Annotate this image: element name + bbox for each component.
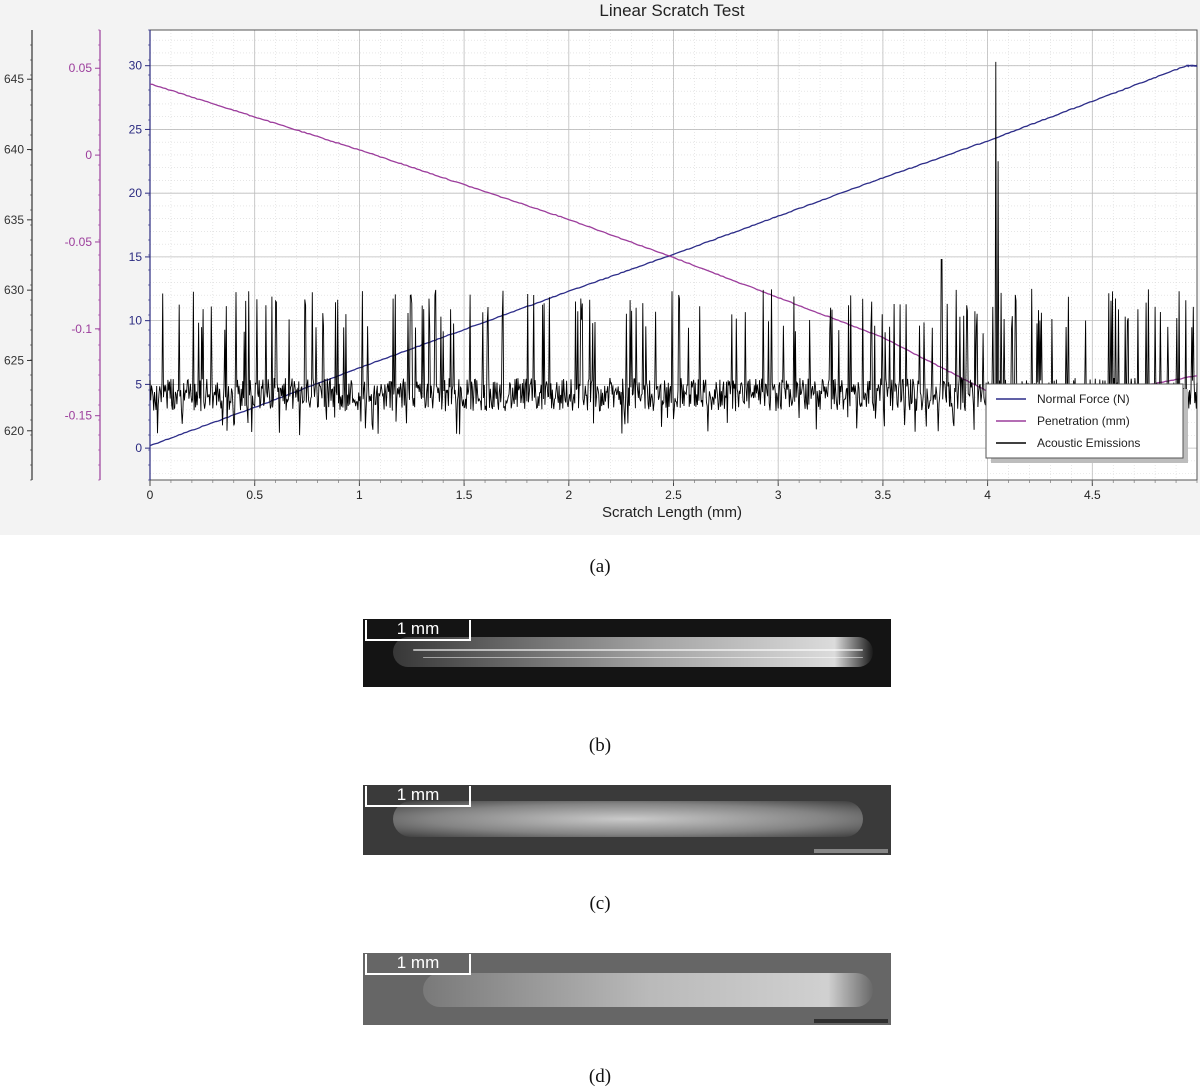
x-tick-label: 1 <box>356 488 363 502</box>
penetration-tick-label: 0 <box>85 148 92 162</box>
scratch-test-chart: 0 0.5 1 1.5 2 2.5 3 3.5 4 4.5 620 625 630 635 640 645 -0… <box>0 0 1200 535</box>
x-tick-label: 2 <box>565 488 572 502</box>
legend: Normal Force (N) Penetration (mm) Acoustic… <box>985 383 1188 463</box>
micrograph-d: 1 mm <box>363 953 891 1025</box>
acoustic-tick-label: 635 <box>4 213 24 227</box>
force-tick-label: 0 <box>135 441 142 455</box>
series-normal-force-line <box>149 64 1198 447</box>
acoustic-tick-label: 625 <box>4 353 24 367</box>
scale-bar-b: 1 mm <box>365 620 471 641</box>
force-tick-label: 5 <box>135 377 142 391</box>
acoustic-tick-label: 640 <box>4 143 24 157</box>
legend-label: Penetration (mm) <box>1037 414 1130 428</box>
force-tick-label: 20 <box>129 186 143 200</box>
chart-svg: 0 0.5 1 1.5 2 2.5 3 3.5 4 4.5 620 625 630 635 640 645 -0… <box>4 1 1198 521</box>
penetration-tick-label: -0.1 <box>71 322 92 336</box>
acoustic-tick-label: 645 <box>4 72 24 86</box>
x-tick-label: 3.5 <box>875 488 892 502</box>
caption-a: (a) <box>589 556 611 577</box>
scale-bar-d: 1 mm <box>365 954 471 975</box>
force-tick-label: 15 <box>129 250 143 264</box>
micrograph-c: 1 mm <box>363 785 891 855</box>
acoustic-tick-label: 630 <box>4 283 24 297</box>
legend-label: Acoustic Emissions <box>1037 436 1140 450</box>
caption-b: (b) <box>588 735 612 756</box>
penetration-tick-label: -0.15 <box>65 409 93 423</box>
penetration-tick-label: -0.05 <box>65 235 93 249</box>
acoustic-tick-label: 620 <box>4 424 24 438</box>
caption-c: (c) <box>589 893 611 914</box>
x-tick-label: 1.5 <box>456 488 473 502</box>
caption-d: (d) <box>588 1066 612 1087</box>
chart-title: Linear Scratch Test <box>599 1 744 20</box>
x-tick-label: 3 <box>775 488 782 502</box>
force-tick-label: 25 <box>129 122 143 136</box>
penetration-tick-label: 0.05 <box>69 61 93 75</box>
x-tick-label: 0.5 <box>246 488 263 502</box>
axes: 0 0.5 1 1.5 2 2.5 3 3.5 4 4.5 620 625 630 635 640 645 -0… <box>4 29 1198 502</box>
scale-bar-c: 1 mm <box>365 786 471 807</box>
force-tick-label: 30 <box>129 59 143 73</box>
legend-label: Normal Force (N) <box>1037 392 1130 406</box>
x-tick-label: 4.5 <box>1084 488 1101 502</box>
micrograph-b: 1 mm <box>363 619 891 687</box>
x-tick-label: 4 <box>984 488 991 502</box>
force-tick-label: 10 <box>129 314 143 328</box>
x-axis-label: Scratch Length (mm) <box>602 504 742 521</box>
x-tick-label: 0 <box>147 488 154 502</box>
x-tick-label: 2.5 <box>665 488 682 502</box>
